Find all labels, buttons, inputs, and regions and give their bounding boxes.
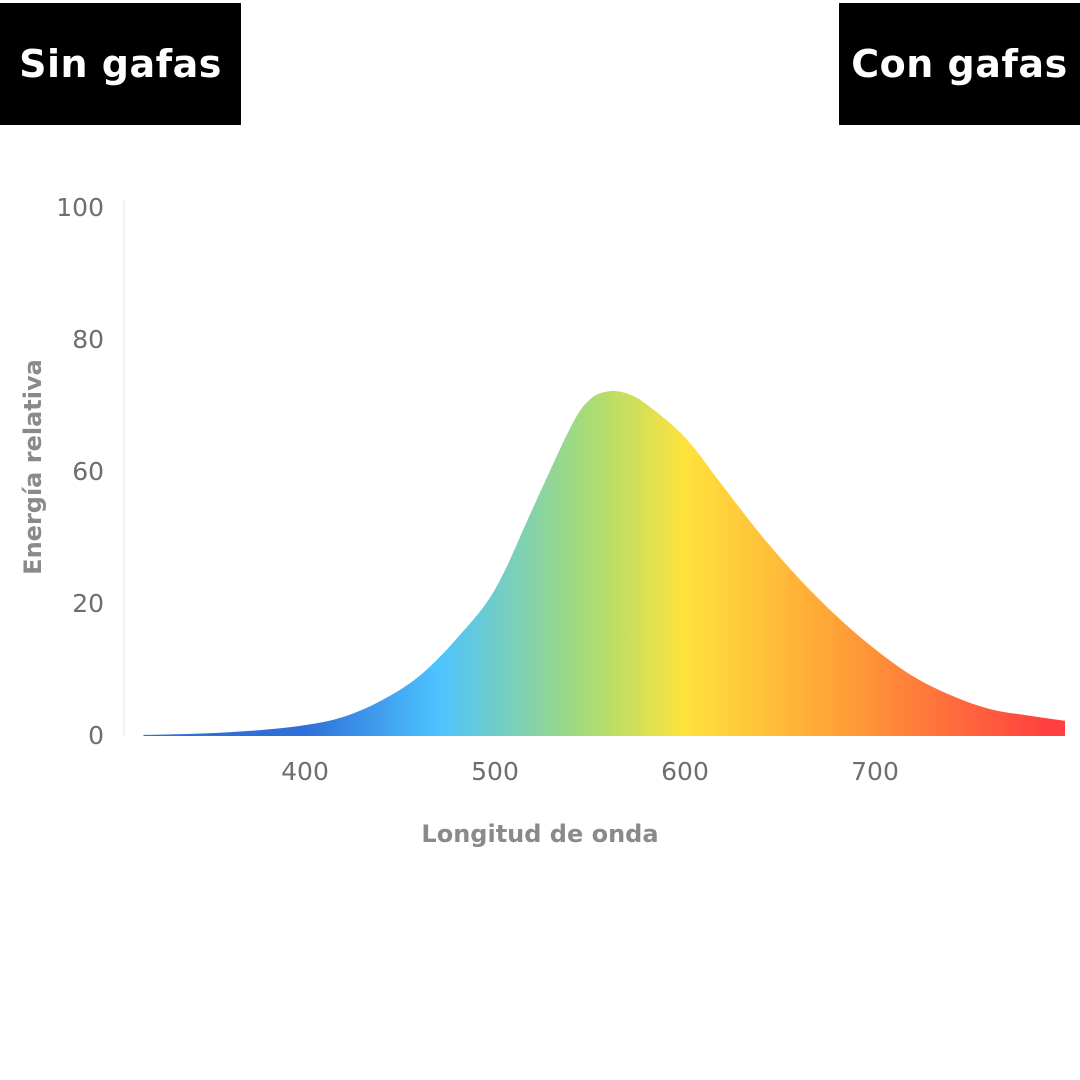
y-axis-title: Energía relativa (19, 359, 47, 575)
sin-gafas-button[interactable]: Sin gafas (0, 3, 241, 125)
x-tick-labels: 400 500 600 700 (281, 757, 899, 786)
y-tick-labels: 100 80 60 20 0 (56, 193, 104, 750)
x-tick-label: 700 (851, 757, 899, 786)
con-gafas-button[interactable]: Con gafas (839, 3, 1080, 125)
x-axis-title: Longitud de onda (421, 820, 658, 848)
x-tick-label: 500 (471, 757, 519, 786)
x-tick-label: 600 (661, 757, 709, 786)
y-tick-label: 100 (56, 193, 104, 222)
y-tick-label: 20 (72, 589, 104, 618)
y-tick-label: 60 (72, 457, 104, 486)
spectrum-area (143, 390, 1065, 736)
y-tick-label: 0 (88, 721, 104, 750)
x-tick-label: 400 (281, 757, 329, 786)
y-tick-label: 80 (72, 325, 104, 354)
